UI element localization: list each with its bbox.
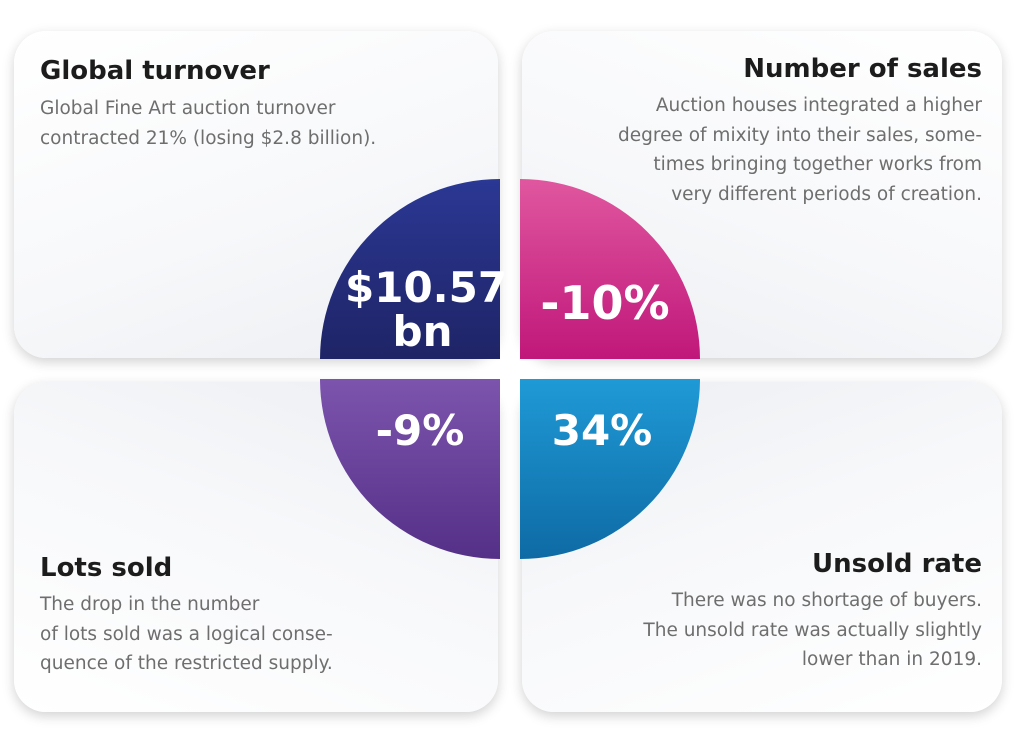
number-of-sales-title: Number of sales [743,54,982,84]
unsold-rate-description: There was no shortage of buyers. The uns… [643,586,982,675]
number-of-sales-line: times bringing together works from [653,154,982,175]
unsold-rate-value: 34% [551,406,653,455]
unsold-rate-line: lower than in 2019. [801,649,982,670]
global-turnover-value-unit: bn [392,307,453,356]
lots-sold-title: Lots sold [40,553,173,583]
unsold-rate-title: Unsold rate [812,549,982,579]
number-of-sales-line: degree of mixity into their sales, some- [618,124,982,146]
global-turnover-title: Global turnover [40,56,270,86]
global-turnover-line: Global Fine Art auction turnover [40,98,336,119]
global-turnover-value-amount: $10.57 [345,263,508,312]
unsold-rate-line: There was no shortage of buyers. [671,590,982,611]
number-of-sales-line: Auction houses integrated a higher [655,95,982,116]
lots-sold-value: -9% [375,406,465,455]
global-turnover-value: $10.57 bn [345,263,508,356]
lots-sold-line: of lots sold was a logical conse- [40,623,333,645]
number-of-sales-line: very different periods of creation. [671,183,982,205]
number-of-sales-description: Auction houses integrated a higher degre… [618,91,982,209]
lots-sold-description: The drop in the number of lots sold was … [40,590,333,679]
lots-sold-line: The drop in the number [40,594,260,615]
global-turnover-line: contracted 21% (losing $2.8 billion). [40,127,377,149]
number-of-sales-value: -10% [540,276,670,330]
unsold-rate-line: The unsold rate was actually slightly [643,619,982,641]
global-turnover-description: Global Fine Art auction turnover contrac… [40,94,376,153]
lots-sold-line: quence of the restricted supply. [40,653,333,674]
